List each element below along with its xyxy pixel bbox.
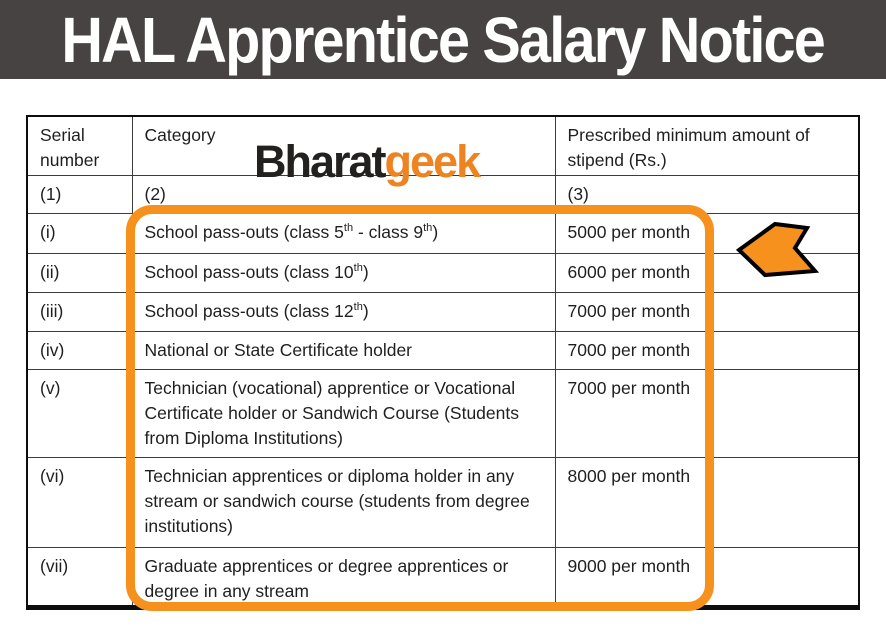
- table-row: (vi) Technician apprentices or diploma ho…: [26, 456, 860, 548]
- serial-cell: (i): [26, 212, 133, 254]
- table-header-row: Serial number Category Prescribed minimu…: [26, 115, 860, 176]
- column-index-3: (3): [554, 174, 860, 214]
- stipend-cell: 7000 per month: [554, 330, 860, 370]
- table-row: (v) Technician (vocational) apprentice or…: [26, 368, 860, 458]
- serial-cell: (ii): [26, 252, 133, 293]
- table-row: (i) School pass-outs (class 5th - class 9…: [26, 212, 860, 254]
- stipend-cell: 7000 per month: [554, 368, 860, 458]
- col-header-serial-number: Serial number: [26, 115, 133, 176]
- stipend-cell: 8000 per month: [554, 456, 860, 548]
- category-cell: School pass-outs (class 10th): [131, 252, 556, 293]
- title-banner: HAL Apprentice Salary Notice: [0, 0, 886, 79]
- stipend-cell: 9000 per month: [554, 546, 860, 608]
- stipend-cell: 7000 per month: [554, 291, 860, 332]
- column-index-row: (1) (2) (3): [26, 174, 860, 214]
- category-cell: School pass-outs (class 12th): [131, 291, 556, 332]
- category-cell: Technician apprentices or diploma holder…: [131, 456, 556, 548]
- stipend-table-body: (i) School pass-outs (class 5th - class 9…: [26, 212, 860, 608]
- serial-cell: (vii): [26, 546, 133, 608]
- page-title: HAL Apprentice Salary Notice: [61, 3, 826, 76]
- category-cell: National or State Certificate holder: [131, 330, 556, 370]
- table-row: (iv) National or State Certificate holder…: [26, 330, 860, 370]
- serial-cell: (v): [26, 368, 133, 458]
- serial-cell: (iv): [26, 330, 133, 370]
- table-row: (iii) School pass-outs (class 12th) 7000 p…: [26, 291, 860, 332]
- serial-cell: (vi): [26, 456, 133, 548]
- stipend-table: Serial number Category Prescribed minimu…: [26, 115, 860, 610]
- category-cell: School pass-outs (class 5th - class 9th): [131, 212, 556, 254]
- table-row: (ii) School pass-outs (class 10th) 6000 pe…: [26, 252, 860, 293]
- table-row: (vii) Graduate apprentices or degree appr…: [26, 546, 860, 608]
- column-index-1: (1): [26, 174, 133, 214]
- stipend-cell: 5000 per month: [554, 212, 860, 254]
- column-index-2: (2): [131, 174, 556, 214]
- category-cell: Technician (vocational) apprentice or Vo…: [131, 368, 556, 458]
- category-cell: Graduate apprentices or degree apprentic…: [131, 546, 556, 608]
- stipend-table-container: Serial number Category Prescribed minimu…: [26, 115, 860, 610]
- serial-cell: (iii): [26, 291, 133, 332]
- col-header-category: Category: [131, 115, 556, 176]
- stipend-cell: 6000 per month: [554, 252, 860, 293]
- col-header-stipend: Prescribed minimum amount of stipend (Rs…: [554, 115, 860, 176]
